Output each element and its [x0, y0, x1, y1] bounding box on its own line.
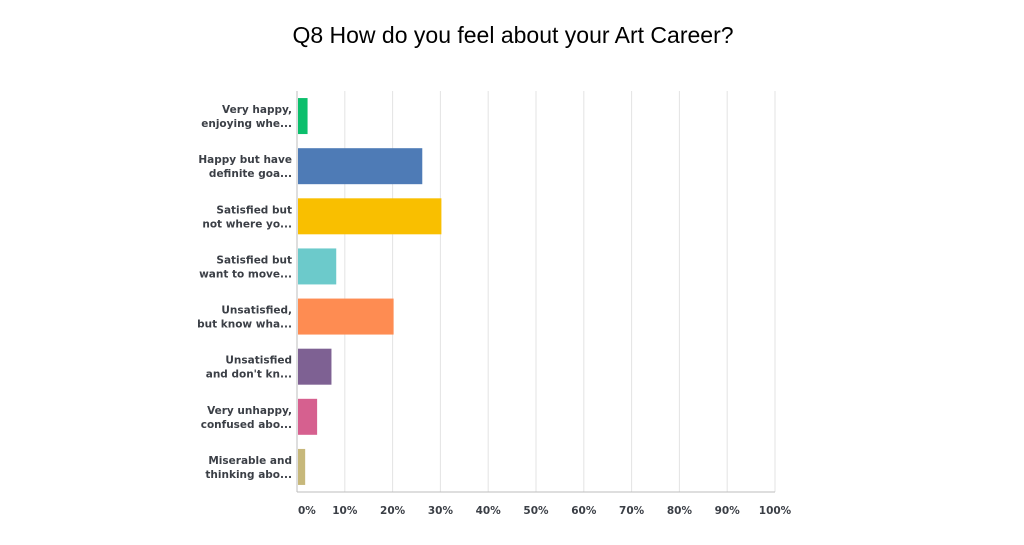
category-label: Happy but have definite goa...	[198, 154, 292, 180]
category-label-line: enjoying whe...	[201, 118, 292, 130]
axes	[296, 91, 775, 493]
category-label-line: Satisfied but	[216, 204, 292, 216]
category-label: Very unhappy, confused abo...	[201, 405, 292, 431]
x-tick-label: 60%	[571, 505, 597, 517]
gridlines	[344, 91, 776, 492]
category-label-line: not where yo...	[202, 218, 292, 230]
x-tick-label: 100%	[759, 505, 792, 517]
x-tick-label: 50%	[523, 505, 549, 517]
category-label-line: and don't kn...	[206, 369, 292, 381]
category-label-line: Miserable and	[208, 455, 292, 467]
category-label-line: want to move...	[199, 268, 292, 280]
x-tick-label: 20%	[380, 505, 406, 517]
x-tick-label: 80%	[667, 505, 693, 517]
x-tick-label: 0%	[298, 505, 316, 517]
bar[interactable]	[298, 248, 337, 285]
bar[interactable]	[298, 148, 423, 185]
category-label-line: thinking abo...	[205, 469, 292, 481]
category-label-line: Unsatisfied	[225, 355, 292, 367]
x-tick-label: 10%	[332, 505, 358, 517]
category-label: Very happy, enjoying whe...	[201, 104, 292, 130]
x-tick-label: 70%	[619, 505, 645, 517]
category-label-line: Satisfied but	[216, 254, 292, 266]
category-label-line: Unsatisfied,	[221, 305, 292, 317]
category-labels: Very happy, enjoying whe... Happy but have…	[197, 104, 292, 481]
bars	[298, 98, 442, 485]
bar[interactable]	[298, 448, 306, 485]
category-label-line: Very unhappy,	[207, 405, 292, 417]
category-label: Satisfied but want to move...	[199, 254, 292, 280]
category-label-line: confused abo...	[201, 419, 292, 431]
bar[interactable]	[298, 348, 332, 385]
category-label-line: definite goa...	[209, 168, 292, 180]
category-label: Unsatisfied, but know wha...	[197, 305, 292, 331]
chart-title: Q8 How do you feel about your Art Career…	[292, 22, 734, 48]
x-tick-label: 30%	[428, 505, 454, 517]
x-tick-label: 40%	[476, 505, 502, 517]
bar[interactable]	[298, 198, 442, 235]
bar[interactable]	[298, 98, 308, 135]
category-label: Miserable and thinking abo...	[205, 455, 292, 481]
bar[interactable]	[298, 398, 318, 435]
category-label: Satisfied but not where yo...	[202, 204, 292, 230]
category-label-line: but know wha...	[197, 319, 292, 331]
x-tick-labels: 0% 10% 20% 30% 40% 50% 60% 70% 80% 90% 100%	[298, 505, 792, 517]
category-label: Unsatisfied and don't kn...	[206, 355, 292, 381]
x-tick-label: 90%	[715, 505, 741, 517]
bar[interactable]	[298, 298, 394, 335]
category-label-line: Very happy,	[222, 104, 292, 116]
category-label-line: Happy but have	[198, 154, 292, 166]
